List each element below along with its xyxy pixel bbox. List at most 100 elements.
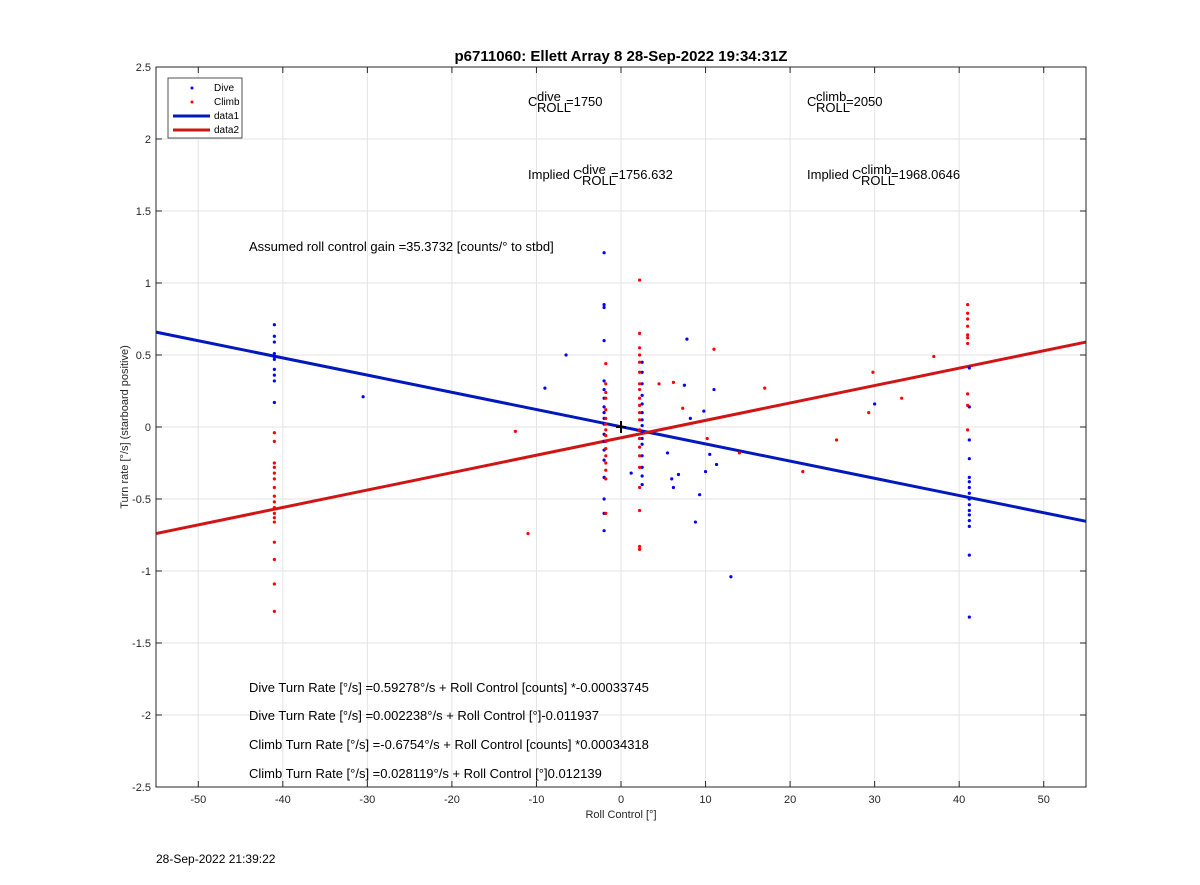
climb-point [966,341,970,346]
climb-point [638,396,642,400]
dive-point [272,334,276,338]
climb-point [966,403,970,407]
svg-text:Implied: Implied [528,167,570,182]
climb-point [604,390,608,395]
climb-point [966,392,970,396]
dive-point [967,480,971,484]
fit-line-annotation: Climb Turn Rate [°/s] =-0.6754°/s + Roll… [249,737,649,752]
climb-point [638,278,642,282]
roll-subscript: ROLL [861,173,895,188]
climb-point [272,506,276,510]
climb-point [966,317,970,321]
climb-point [272,465,276,469]
dive-point [602,379,606,383]
climb-point [604,422,608,426]
dive-point [640,454,644,458]
x-tick-label: 30 [869,794,881,806]
dive-point [873,402,877,406]
dive-point [714,462,719,467]
dive-point [967,491,971,495]
c-climb-value: =2050 [846,94,883,109]
climb-point [871,370,875,374]
dive-point [272,351,276,356]
climb-point [966,336,970,340]
climb-point [638,353,642,357]
fit-line-annotation: Dive Turn Rate [°/s] =0.59278°/s + Roll … [249,680,649,695]
climb-point [272,557,276,562]
implied-prefix: Implied [528,167,570,182]
climb-point [604,408,608,412]
dive-point [712,387,716,392]
climb-superscript: climb [861,162,891,177]
climb-point [737,451,741,455]
climb-point [638,508,642,513]
climb-point [638,454,642,458]
climb-point [272,540,276,544]
c-letter: C [573,167,582,182]
dive-point [640,442,644,446]
dive-point [708,452,712,456]
climb-point [272,439,276,443]
svg-text:C: C [852,167,861,182]
dive-point [640,360,644,364]
dive-point [640,474,644,478]
y-tick-label: -2.5 [132,782,151,794]
climb-point [834,438,839,442]
dive-point [967,508,971,513]
climb-point [638,436,642,441]
x-tick-label: -30 [359,794,375,806]
climb-point [966,324,970,328]
dive-point [967,438,971,442]
svg-text:C: C [807,94,816,109]
roll-subscript: ROLL [582,173,616,188]
climb-point [638,428,642,432]
implied-c-roll-dive-annotation: Implied C dive ROLL =1756.632 [528,162,673,188]
chart-title: p6711060: Ellett Array 8 28-Sep-2022 19:… [455,48,788,65]
svg-text:climb: climb [861,162,891,177]
climb-point [801,470,805,474]
y-tick-label: 2 [145,134,151,146]
dive-point [967,475,971,479]
roll-subscript: ROLL [537,100,571,115]
dive-point [698,493,702,497]
x-tick-label: 0 [618,794,624,806]
climb-point [272,582,276,586]
svg-text:ROLL: ROLL [582,173,616,188]
dive-point [967,366,971,370]
dive-point [729,575,733,579]
climb-point [638,346,642,350]
dive-point [272,357,276,361]
climb-superscript: climb [816,89,846,104]
climb-point [867,411,871,415]
dive-point [272,354,276,359]
c-letter: C [852,167,861,182]
climb-point [272,471,276,475]
x-tick-label: -10 [529,794,545,806]
legend-data1-label: data1 [214,111,239,122]
dive-point [602,303,606,307]
svg-text:dive: dive [582,162,606,177]
dive-point [272,340,276,344]
implied-prefix: Implied [807,167,849,182]
climb-point [272,431,276,435]
dive-point [602,497,606,501]
climb-point [604,428,608,432]
y-tick-label: 1.5 [136,206,151,218]
climb-point [932,354,936,359]
svg-text:ROLL: ROLL [861,173,895,188]
y-tick-label: 0 [145,422,151,434]
dive-point [967,457,971,461]
dive-point [640,465,644,469]
dive-point [602,339,606,343]
dive-point [967,485,971,490]
climb-point [638,387,642,392]
data-points [272,251,971,619]
dive-point [967,513,971,517]
gain-annotation: Assumed roll control gain =35.3732 [coun… [249,239,554,254]
dive-point [640,382,644,386]
dive-point [602,458,606,462]
dive-point [272,323,276,327]
x-tick-label: 10 [699,794,711,806]
x-tick-label: 20 [784,794,796,806]
dive-superscript: dive [537,89,561,104]
